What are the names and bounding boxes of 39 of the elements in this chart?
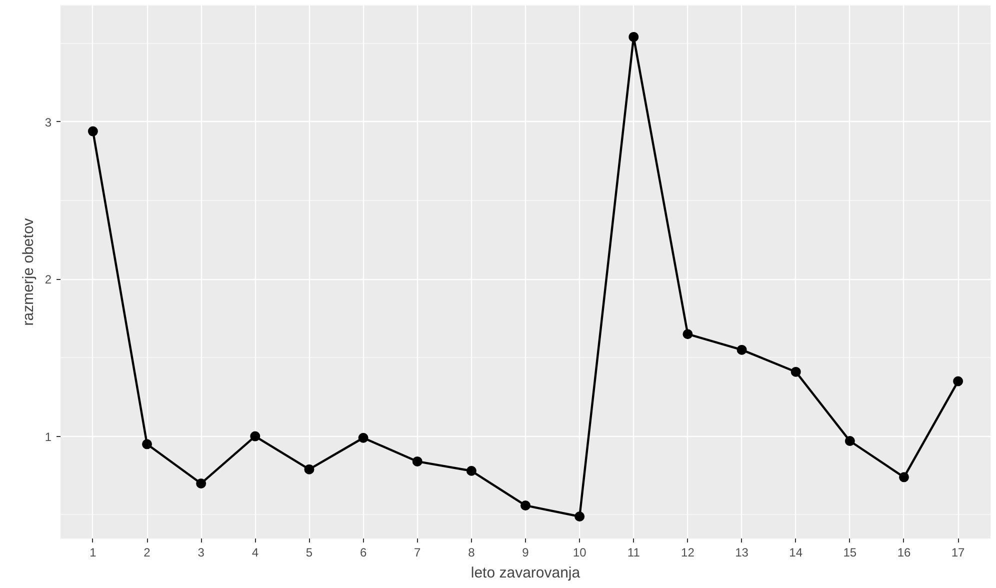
x-tick-label: 15: [843, 546, 857, 560]
x-tick-label: 5: [306, 546, 313, 560]
y-tick-label: 2: [44, 272, 52, 287]
point: [466, 466, 476, 476]
x-tick-label: 4: [252, 546, 259, 560]
x-tick-label: 11: [627, 546, 640, 560]
x-tick-label: 1: [90, 546, 97, 560]
point: [628, 32, 639, 42]
y-axis-title: razmerje obetov: [20, 218, 37, 326]
point: [196, 478, 206, 488]
x-tick-label: 3: [198, 546, 205, 560]
point: [844, 436, 855, 446]
point: [574, 511, 585, 522]
point: [88, 126, 98, 136]
x-tick-label: 9: [522, 546, 530, 560]
x-tick-label: 12: [681, 546, 695, 560]
x-axis-title: leto zavarovanja: [470, 564, 581, 582]
x-tick-label: 2: [144, 546, 151, 560]
point: [250, 431, 260, 442]
x-tick-label: 10: [572, 546, 587, 560]
point: [412, 456, 422, 466]
y-tick-label: 3: [44, 115, 52, 130]
x-tick-label: 14: [789, 546, 803, 560]
point: [790, 366, 801, 377]
point: [358, 432, 368, 443]
x-tick-label: 17: [951, 546, 966, 560]
point: [953, 376, 964, 386]
point: [682, 329, 693, 340]
point: [304, 464, 314, 474]
x-tick-label: 7: [414, 546, 422, 560]
y-tick-label: 1: [44, 430, 52, 444]
x-tick-label: 13: [735, 546, 749, 560]
point: [898, 472, 909, 482]
x-tick-label: 8: [468, 546, 476, 560]
x-tick-label: 16: [897, 546, 911, 560]
point: [736, 344, 747, 355]
x-tick-label: 6: [360, 546, 367, 560]
point: [142, 439, 152, 450]
point: [520, 500, 530, 510]
